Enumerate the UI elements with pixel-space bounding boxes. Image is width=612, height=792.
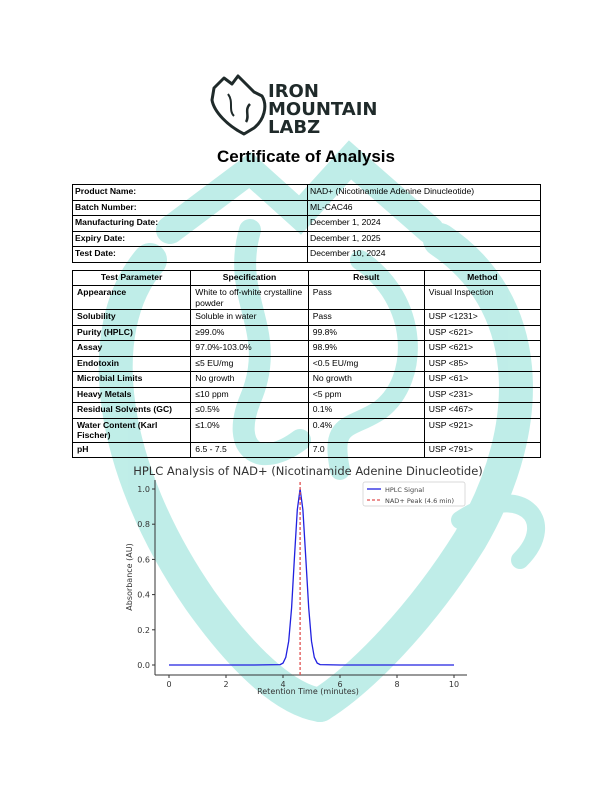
y-tick-label: 0.2 [137, 626, 150, 635]
info-label: Product Name: [72, 184, 308, 201]
specification-cell: ≤10 ppm [190, 386, 309, 403]
info-row: Expiry Date: December 1, 2025 [72, 230, 541, 247]
info-row: Test Date: December 10, 2024 [72, 246, 541, 263]
table-row: Purity (HPLC) ≥99.0% 99.8% USP <621> [71, 324, 542, 341]
info-row: Manufacturing Date: December 1, 2024 [72, 215, 541, 232]
method-cell: USP <791> [423, 441, 542, 458]
x-tick-label: 6 [337, 680, 342, 689]
result-cell: No growth [307, 371, 425, 388]
info-label: Manufacturing Date: [72, 215, 308, 232]
test-parameter-cell: Purity (HPLC) [71, 324, 192, 341]
info-value: December 10, 2024 [307, 246, 541, 263]
x-tick-label: 2 [223, 680, 228, 689]
column-header: Method [423, 270, 542, 286]
method-cell: USP <85> [423, 355, 542, 372]
test-parameter-cell: Endotoxin [71, 355, 192, 372]
method-cell: USP <467> [423, 402, 542, 419]
info-row: Batch Number: ML-CAC46 [72, 199, 541, 216]
y-tick-label: 1.0 [137, 485, 150, 494]
table-row: Solubility Soluble in water Pass USP <1231> [71, 309, 542, 326]
info-value: December 1, 2024 [307, 215, 541, 232]
method-cell: USP <61> [423, 371, 542, 388]
legend-label-signal: HPLC Signal [385, 486, 424, 494]
test-parameter-cell: Assay [71, 340, 192, 357]
result-cell: Pass [307, 285, 425, 310]
y-tick-label: 0.8 [137, 520, 150, 529]
table-row: Endotoxin ≤5 EU/mg <0.5 EU/mg USP <85> [71, 355, 542, 372]
method-cell: USP <921> [423, 417, 542, 443]
specification-cell: White to off-white crystalline powder [190, 285, 309, 310]
x-axis-label: Retention Time (minutes) [257, 687, 359, 696]
test-parameter-cell: Appearance [71, 285, 192, 310]
result-cell: Pass [307, 309, 425, 326]
column-header: Specification [190, 270, 309, 286]
info-label: Batch Number: [72, 199, 308, 216]
test-results-table: Test Parameter Specification Result Method … [71, 270, 542, 458]
x-tick-label: 8 [394, 680, 399, 689]
method-cell: USP <621> [423, 324, 542, 341]
test-parameter-cell: Heavy Metals [71, 386, 192, 403]
method-cell: USP <231> [423, 386, 542, 403]
y-tick-label: 0.4 [137, 591, 150, 600]
x-tick-label: 10 [449, 680, 459, 689]
table-row: pH 6.5 - 7.5 7.0 USP <791> [71, 441, 542, 458]
table-row: Residual Solvents (GC) ≤0.5% 0.1% USP <467> [71, 402, 542, 419]
test-parameter-cell: Residual Solvents (GC) [71, 402, 192, 419]
info-value: NAD+ (Nicotinamide Adenine Dinucleotide) [307, 184, 541, 201]
specification-cell: Soluble in water [190, 309, 309, 326]
method-cell: Visual Inspection [423, 285, 542, 310]
logo-text-line2: MOUNTAIN [268, 99, 377, 120]
table-row: Microbial Limits No growth No growth USP <6… [71, 371, 542, 388]
info-value: December 1, 2025 [307, 230, 541, 247]
test-parameter-cell: Solubility [71, 309, 192, 326]
table-row: Appearance White to off-white crystalline… [71, 285, 542, 310]
specification-cell: 97.0%-103.0% [190, 340, 309, 357]
method-cell: USP <621> [423, 340, 542, 357]
specification-cell: ≤0.5% [190, 402, 309, 419]
table-row: Water Content (Karl Fischer) ≤1.0% 0.4% USP… [71, 417, 542, 443]
result-cell: 7.0 [307, 441, 425, 458]
info-row: Product Name: NAD+ (Nicotinamide Adenine … [72, 184, 541, 201]
page-title: Certificate of Analysis [217, 147, 395, 166]
x-tick-label: 4 [280, 680, 285, 689]
result-cell: 99.8% [307, 324, 425, 341]
specification-cell: ≤1.0% [190, 417, 309, 443]
result-cell: 0.1% [307, 402, 425, 419]
logo-text-line1: IRON [268, 81, 319, 102]
method-cell: USP <1231> [423, 309, 542, 326]
info-value: ML-CAC46 [307, 199, 541, 216]
info-label: Expiry Date: [72, 230, 308, 247]
result-cell: 0.4% [307, 417, 425, 443]
test-parameter-cell: Water Content (Karl Fischer) [71, 417, 192, 443]
column-header: Test Parameter [71, 270, 192, 286]
specification-cell: 6.5 - 7.5 [190, 441, 309, 458]
legend-label-peak: NAD+ Peak (4.6 min) [385, 497, 454, 505]
column-header: Result [307, 270, 425, 286]
legend [362, 481, 466, 507]
product-info-table: Product Name: NAD+ (Nicotinamide Adenine … [72, 184, 541, 263]
y-axis-label: Absorbance (AU) [125, 543, 134, 610]
test-parameter-cell: pH [71, 441, 192, 458]
result-cell: <0.5 EU/mg [307, 355, 425, 372]
logo-text-line3: LABZ [268, 117, 320, 136]
hplc-signal-line [169, 488, 454, 666]
x-tick-label: 0 [166, 680, 171, 689]
specification-cell: ≥99.0% [190, 324, 309, 341]
result-cell: 98.9% [307, 340, 425, 357]
info-label: Test Date: [72, 246, 308, 263]
result-cell: <5 ppm [307, 386, 425, 403]
y-tick-label: 0.6 [137, 555, 150, 564]
y-tick-label: 0.0 [137, 661, 150, 670]
table-row: Heavy Metals ≤10 ppm <5 ppm USP <231> [71, 386, 542, 403]
chart-title: HPLC Analysis of NAD+ (Nicotinamide Aden… [133, 464, 483, 478]
specification-cell: ≤5 EU/mg [190, 355, 309, 372]
test-parameter-cell: Microbial Limits [71, 371, 192, 388]
hplc-chart: HPLC Analysis of NAD+ (Nicotinamide Aden… [125, 464, 483, 696]
company-logo: IRON MOUNTAIN LABZ [206, 70, 406, 138]
specification-cell: No growth [190, 371, 309, 388]
table-row: Assay 97.0%-103.0% 98.9% USP <621> [71, 340, 542, 357]
